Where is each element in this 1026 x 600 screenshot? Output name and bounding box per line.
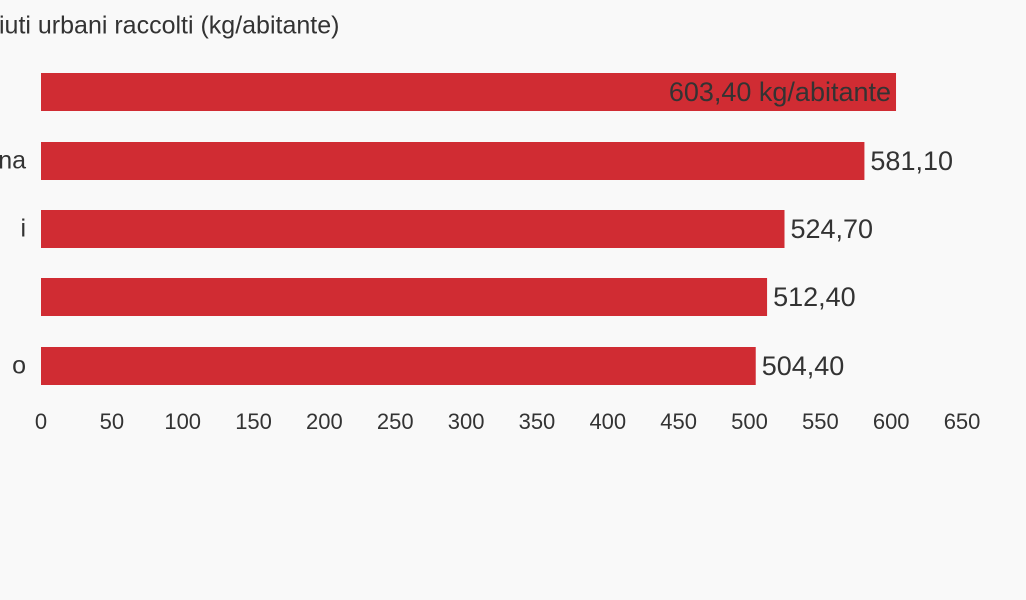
value-label: 512,40 xyxy=(773,282,856,312)
value-label: 524,70 xyxy=(790,214,873,244)
value-label: 603,40 kg/abitante xyxy=(669,77,891,107)
x-tick-label: 350 xyxy=(519,409,556,434)
x-tick-label: 550 xyxy=(802,409,839,434)
x-tick-label: 300 xyxy=(448,409,485,434)
x-tick-label: 500 xyxy=(731,409,768,434)
x-tick-label: 650 xyxy=(944,409,981,434)
x-tick-label: 600 xyxy=(873,409,910,434)
bar xyxy=(41,210,785,248)
y-tick-label: na xyxy=(0,147,26,175)
x-tick-label: 450 xyxy=(660,409,697,434)
value-label: 504,40 xyxy=(762,351,845,381)
x-tick-label: 100 xyxy=(164,409,201,434)
x-tick-label: 150 xyxy=(235,409,272,434)
x-tick-label: 0 xyxy=(35,409,47,434)
bar xyxy=(41,347,756,385)
x-tick-label: 200 xyxy=(306,409,343,434)
bar xyxy=(41,142,865,180)
value-label: 581,10 xyxy=(870,146,953,176)
bar xyxy=(41,73,897,111)
x-tick-label: 50 xyxy=(100,409,124,434)
y-tick-label: o xyxy=(12,352,26,380)
bar xyxy=(41,278,768,316)
y-tick-label: i xyxy=(20,215,26,243)
x-tick-label: 250 xyxy=(377,409,414,434)
chart-title: iuti urbani raccolti (kg/abitante) xyxy=(0,12,339,40)
x-tick-label: 400 xyxy=(589,409,626,434)
